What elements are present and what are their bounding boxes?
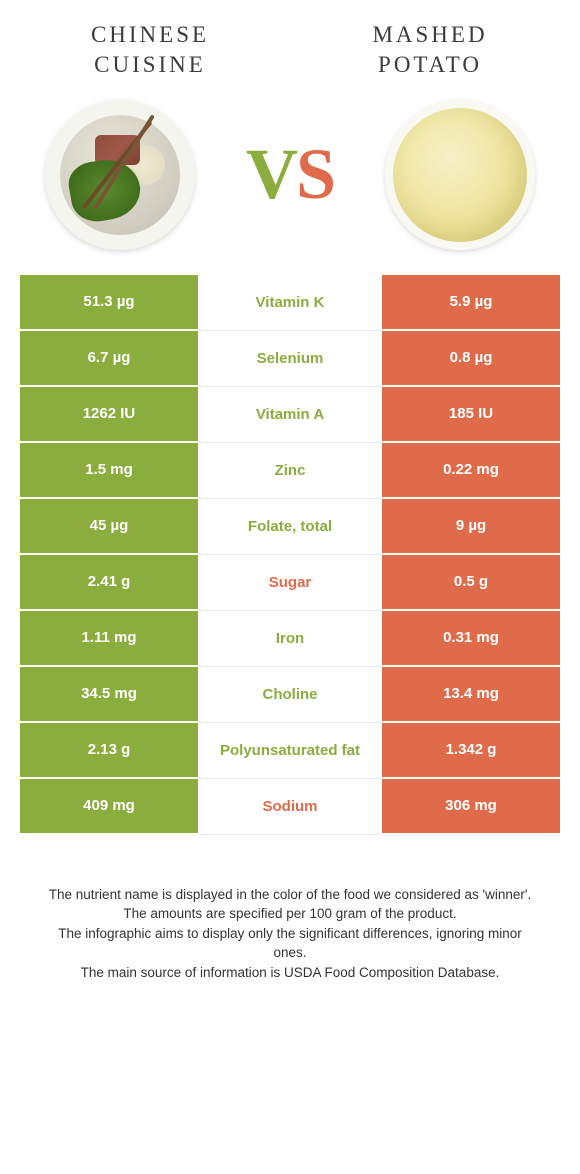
value-a: 1.11 mg	[20, 611, 200, 667]
value-b: 306 mg	[380, 779, 560, 835]
footer-line-2: The amounts are specified per 100 gram o…	[40, 904, 540, 924]
table-row: 1.11 mgIron0.31 mg	[20, 611, 560, 667]
nutrient-label: Choline	[200, 667, 380, 723]
value-a: 51.3 µg	[20, 275, 200, 331]
value-a: 1.5 mg	[20, 443, 200, 499]
vs-v: V	[246, 134, 296, 214]
value-a: 34.5 mg	[20, 667, 200, 723]
table-row: 2.13 gPolyunsaturated fat1.342 g	[20, 723, 560, 779]
table-row: 409 mgSodium306 mg	[20, 779, 560, 835]
value-a: 2.13 g	[20, 723, 200, 779]
value-b: 1.342 g	[380, 723, 560, 779]
value-b: 0.22 mg	[380, 443, 560, 499]
value-b: 0.8 µg	[380, 331, 560, 387]
food-b-title: Mashed potato	[330, 20, 530, 80]
value-b: 9 µg	[380, 499, 560, 555]
table-row: 51.3 µgVitamin K5.9 µg	[20, 275, 560, 331]
table-row: 1.5 mgZinc0.22 mg	[20, 443, 560, 499]
value-b: 0.31 mg	[380, 611, 560, 667]
vs-label: VS	[246, 133, 334, 216]
value-a: 6.7 µg	[20, 331, 200, 387]
value-a: 2.41 g	[20, 555, 200, 611]
nutrient-label: Iron	[200, 611, 380, 667]
footer-line-4: The main source of information is USDA F…	[40, 963, 540, 983]
nutrient-label: Vitamin A	[200, 387, 380, 443]
nutrient-label: Sugar	[200, 555, 380, 611]
value-a: 1262 IU	[20, 387, 200, 443]
value-b: 185 IU	[380, 387, 560, 443]
nutrient-label: Folate, total	[200, 499, 380, 555]
food-a-title: Chinese cuisine	[50, 20, 250, 80]
table-row: 2.41 gSugar0.5 g	[20, 555, 560, 611]
food-b-image	[385, 100, 535, 250]
table-row: 6.7 µgSelenium0.8 µg	[20, 331, 560, 387]
images-row: VS	[0, 90, 580, 275]
food-a-image	[45, 100, 195, 250]
footer-line-1: The nutrient name is displayed in the co…	[40, 885, 540, 905]
nutrient-label: Selenium	[200, 331, 380, 387]
nutrient-label: Sodium	[200, 779, 380, 835]
value-b: 13.4 mg	[380, 667, 560, 723]
value-b: 5.9 µg	[380, 275, 560, 331]
table-row: 1262 IUVitamin A185 IU	[20, 387, 560, 443]
nutrient-label: Vitamin K	[200, 275, 380, 331]
value-a: 409 mg	[20, 779, 200, 835]
table-row: 45 µgFolate, total9 µg	[20, 499, 560, 555]
value-b: 0.5 g	[380, 555, 560, 611]
value-a: 45 µg	[20, 499, 200, 555]
nutrient-label: Polyunsaturated fat	[200, 723, 380, 779]
footer-line-3: The infographic aims to display only the…	[40, 924, 540, 963]
vs-s: S	[296, 134, 334, 214]
nutrient-label: Zinc	[200, 443, 380, 499]
table-row: 34.5 mgCholine13.4 mg	[20, 667, 560, 723]
nutrient-table: 51.3 µgVitamin K5.9 µg6.7 µgSelenium0.8 …	[20, 275, 560, 835]
footer-notes: The nutrient name is displayed in the co…	[0, 835, 580, 983]
header-titles: Chinese cuisine Mashed potato	[0, 0, 580, 90]
